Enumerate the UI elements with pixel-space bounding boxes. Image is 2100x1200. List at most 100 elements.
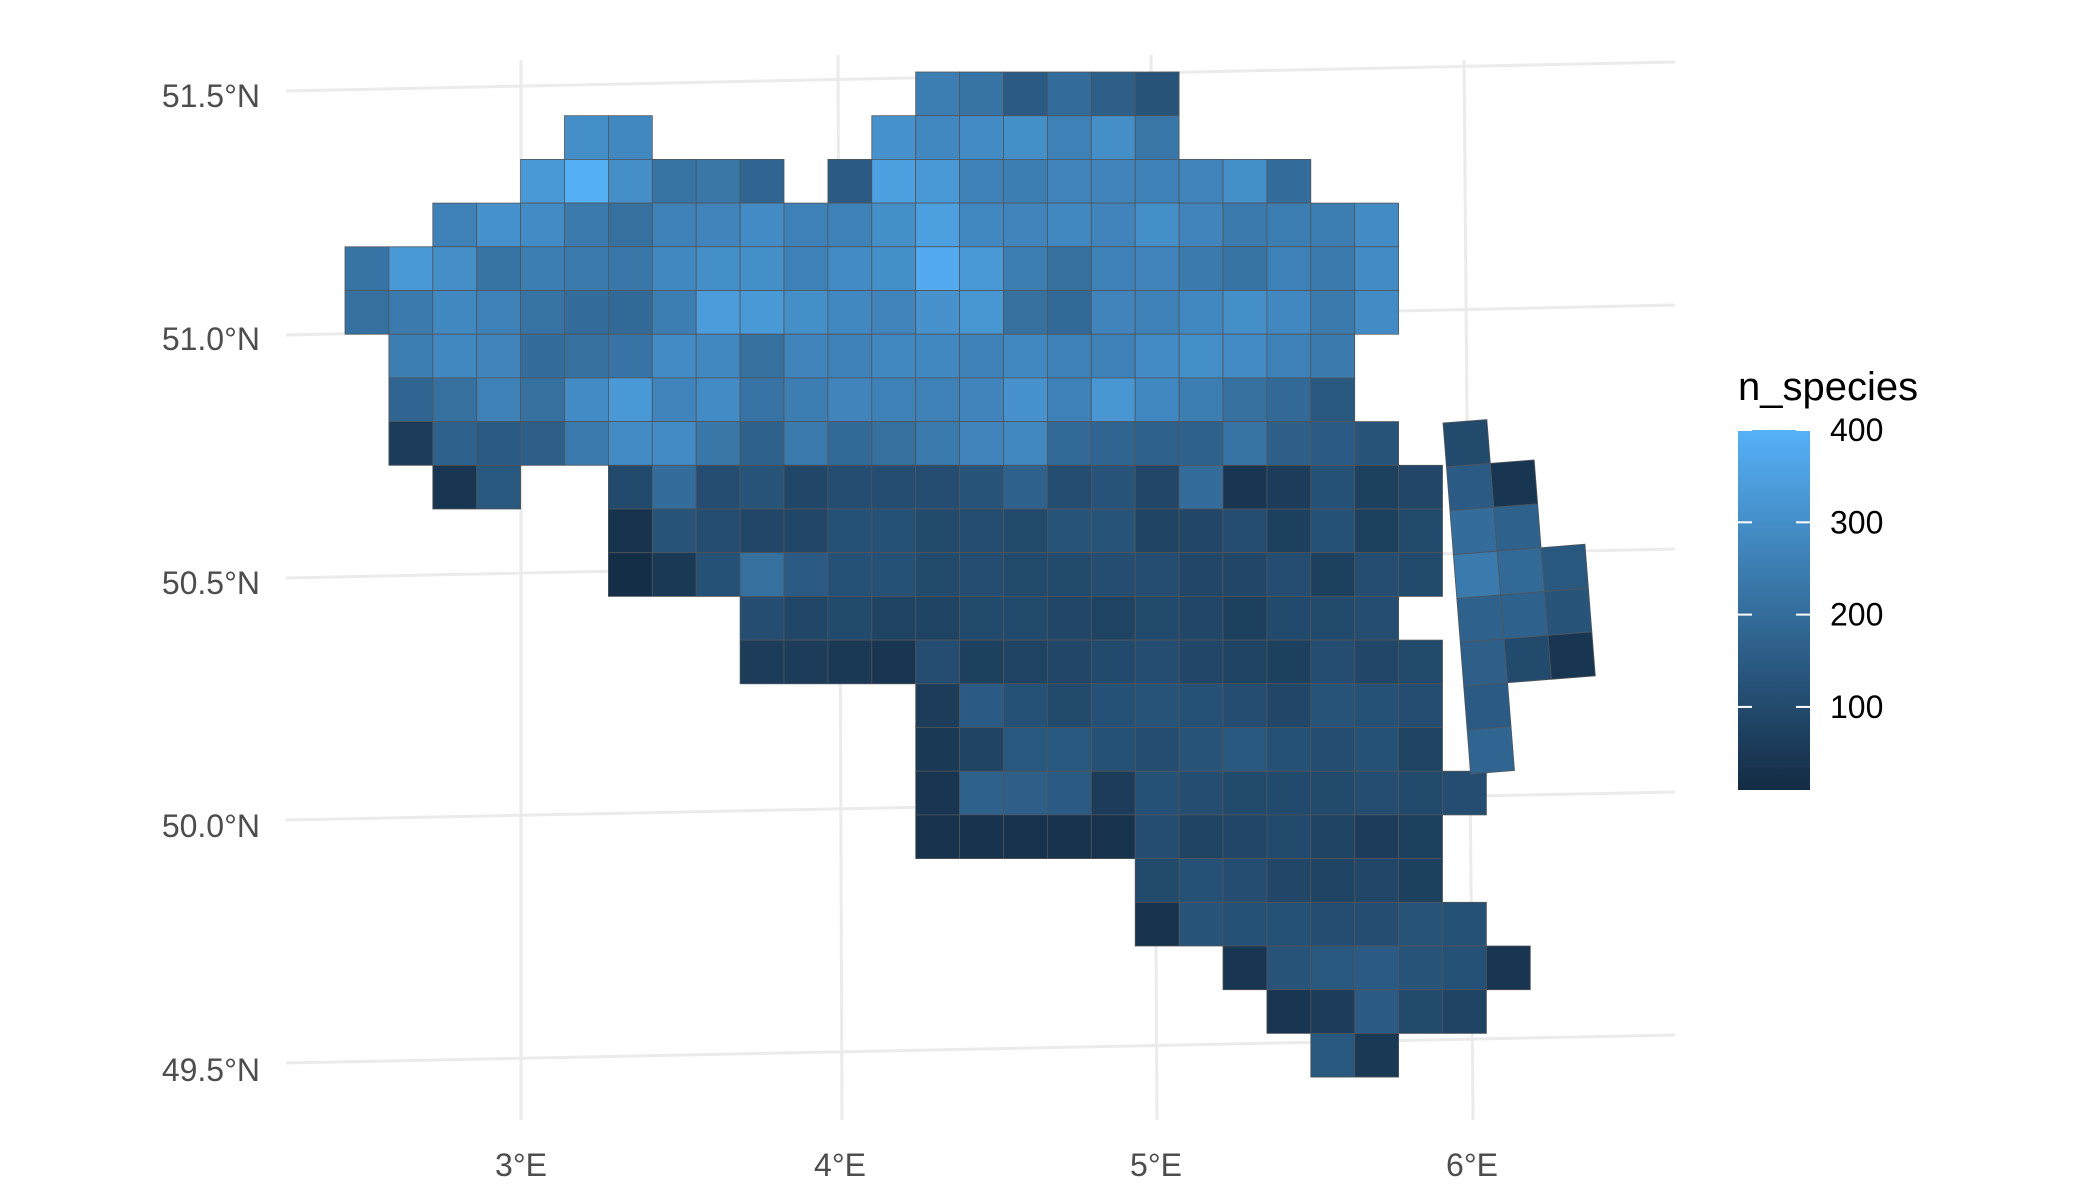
grid-cell — [564, 202, 609, 248]
grid-cell — [1178, 508, 1224, 554]
grid-cell — [608, 115, 653, 160]
grid-cell — [651, 508, 697, 554]
grid-cell — [1003, 246, 1048, 291]
grid-cell — [1266, 290, 1312, 335]
grid-cell — [476, 377, 522, 422]
grid-cell — [1178, 727, 1224, 772]
grid-cell — [1310, 508, 1356, 554]
grid-cell — [1134, 770, 1180, 816]
grid-cell — [1134, 333, 1180, 379]
grid-cell — [827, 202, 873, 248]
grid-cell — [1354, 814, 1399, 860]
grid-cell — [871, 552, 917, 597]
grid-cell — [1222, 552, 1268, 597]
grid-cell — [915, 202, 961, 248]
grid-cell — [959, 115, 1004, 160]
grid-cell — [783, 639, 829, 685]
grid-cell — [608, 246, 653, 291]
grid-cell — [871, 421, 917, 466]
grid-cell — [1266, 508, 1312, 554]
grid-cell — [1354, 202, 1399, 248]
x-tick-label: 3°E — [495, 1147, 547, 1183]
grid-cell — [827, 639, 873, 685]
grid-cell — [739, 639, 785, 685]
grid-cell — [695, 464, 741, 510]
grid-cell — [476, 202, 522, 248]
grid-cell — [1222, 639, 1268, 685]
legend-tick-label: 100 — [1830, 689, 1883, 725]
grid-cell — [1486, 945, 1531, 991]
east-grid-cell — [1466, 726, 1515, 775]
grid-cell — [1090, 727, 1136, 772]
grid-cell — [608, 552, 653, 597]
grid-cell — [1178, 683, 1224, 728]
grid-cell — [827, 333, 873, 379]
grid-cell — [871, 115, 917, 160]
grid-cell — [739, 377, 785, 422]
grid-cell — [1266, 377, 1312, 422]
grid-cell — [915, 290, 961, 335]
grid-cell — [1442, 989, 1487, 1034]
grid-cell — [1134, 552, 1180, 597]
grid-cell — [432, 246, 478, 291]
grid-cell — [959, 421, 1004, 466]
grid-cell — [1398, 464, 1443, 510]
grid-cell — [695, 202, 741, 248]
grid-cell — [1266, 421, 1312, 466]
grid-cell — [1222, 683, 1268, 728]
east-grid-cell — [1463, 682, 1512, 731]
grid-cell — [871, 333, 917, 379]
grid-cell — [1354, 770, 1399, 816]
grid-cell — [1310, 770, 1356, 816]
grid-cell — [432, 290, 478, 335]
grid-cell — [1047, 377, 1092, 422]
grid-cell — [1003, 814, 1048, 860]
grid-cell — [739, 202, 785, 248]
grid-cell — [1178, 858, 1224, 903]
grid-cell — [1354, 989, 1399, 1034]
grid-cell — [476, 333, 522, 379]
grid-cell — [651, 202, 697, 248]
grid-cell — [1222, 333, 1268, 379]
grid-cell — [827, 421, 873, 466]
grid-cell — [608, 158, 653, 204]
grid-cell — [1090, 71, 1136, 117]
grid-cell — [1266, 596, 1312, 641]
grid-cell — [1398, 770, 1443, 816]
grid-cell — [520, 377, 565, 422]
grid-cell — [959, 246, 1004, 291]
grid-cell — [1266, 945, 1312, 991]
grid-cell — [1003, 508, 1048, 554]
east-grid-cell — [1540, 543, 1589, 592]
grid-cell — [871, 639, 917, 685]
grid-cell — [1222, 158, 1268, 204]
grid-cell — [1266, 552, 1312, 597]
grid-cell — [915, 377, 961, 422]
grid-cell — [959, 71, 1004, 117]
grid-cell — [432, 202, 478, 248]
grid-cell — [1090, 552, 1136, 597]
grid-cell — [695, 421, 741, 466]
grid-cell — [1222, 901, 1268, 947]
grid-cell — [1090, 814, 1136, 860]
grid-cell — [344, 246, 390, 291]
grid-cell — [1003, 290, 1048, 335]
grid-cell — [1310, 858, 1356, 903]
grid-cell — [1398, 508, 1443, 554]
legend-ticks: 100 200 300 400 — [1738, 412, 1883, 725]
grid-cell — [1178, 421, 1224, 466]
grid-cell — [432, 421, 478, 466]
grid-cell — [1266, 858, 1312, 903]
grid-cell — [783, 508, 829, 554]
grid-cell — [1134, 814, 1180, 860]
grid-cell — [1222, 770, 1268, 816]
grid-cell — [783, 552, 829, 597]
legend-tick-label: 200 — [1830, 597, 1883, 633]
grid-cell — [783, 377, 829, 422]
grid-cell — [651, 377, 697, 422]
grid-cell — [783, 464, 829, 510]
grid-cell — [388, 246, 434, 291]
grid-cell — [1222, 727, 1268, 772]
grid-cell — [1266, 727, 1312, 772]
grid-cell — [1090, 639, 1136, 685]
